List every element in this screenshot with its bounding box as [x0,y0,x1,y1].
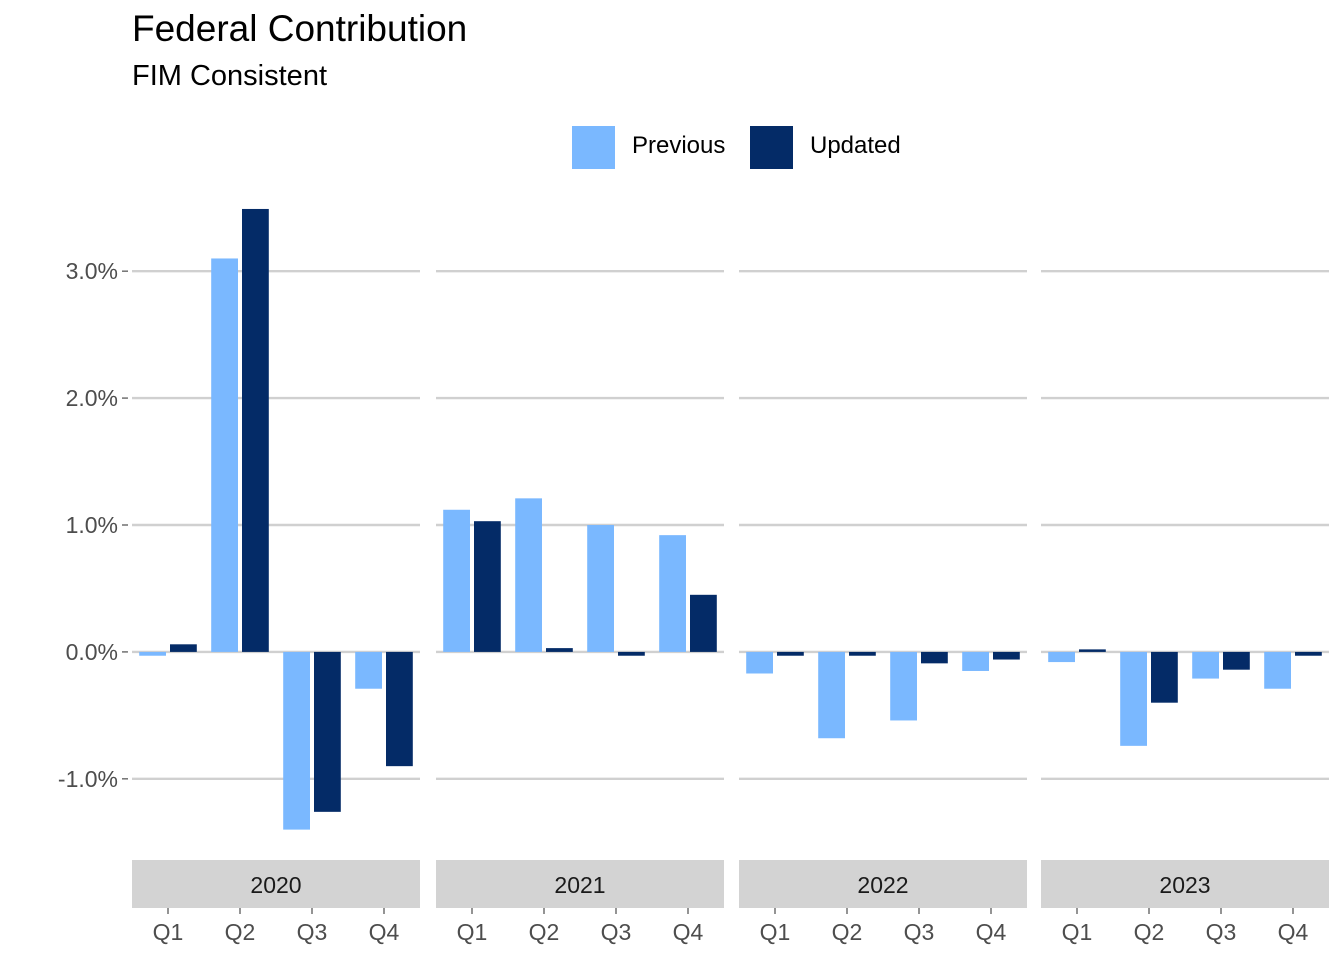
bar-2022-q1-updated [777,651,804,656]
chart-subtitle: FIM Consistent [132,60,327,92]
bar-2023-q1-previous [1048,651,1075,663]
x-tick-label: Q1 [1062,919,1093,945]
legend-key-updated [750,126,793,169]
facet-strip-2022 [739,860,1027,908]
x-tick-label: Q1 [457,919,488,945]
bar-2020-q3-updated [314,651,341,812]
bar-2022-q4-previous [962,651,989,671]
legend-label-updated: Updated [810,132,901,159]
bar-2023-q1-updated [1079,649,1106,652]
bar-2020-q4-updated [386,651,413,767]
x-tick-label: Q4 [1278,919,1309,945]
bar-2021-q3-updated [618,651,645,656]
x-tick-label: Q3 [1206,919,1237,945]
bar-2022-q2-updated [849,651,876,656]
bar-2023-q4-previous [1264,651,1291,689]
legend-label-previous: Previous [632,132,726,159]
bar-2020-q1-previous [139,651,166,656]
bar-2020-q4-previous [355,651,382,689]
bar-2021-q3-previous [587,525,614,652]
y-tick-label: 3.0% [66,258,118,284]
bar-2022-q3-updated [921,651,948,664]
bar-2023-q3-updated [1223,651,1250,670]
x-tick-label: Q2 [225,919,256,945]
y-tick-label: 1.0% [66,512,118,538]
y-tick-label: -1.0% [58,766,118,792]
bar-2023-q4-updated [1295,651,1322,656]
legend-key-previous [572,126,615,169]
bar-2020-q1-updated [170,644,197,652]
x-tick-label: Q4 [673,919,704,945]
facet-strip-label: 2021 [554,872,605,898]
x-tick-label: Q3 [601,919,632,945]
bar-2021-q1-updated [474,521,501,652]
bar-2020-q3-previous [283,651,310,830]
facet-strip-label: 2022 [857,872,908,898]
x-tick-label: Q2 [832,919,863,945]
y-tick-label: 0.0% [66,639,118,665]
chart-title: Federal Contribution [132,8,468,49]
facet-strip-2021 [436,860,724,908]
x-tick-label: Q2 [529,919,560,945]
bar-2023-q3-previous [1192,651,1219,679]
bar-2021-q2-previous [515,498,542,652]
bar-2021-q4-updated [690,594,717,652]
bar-2023-q2-previous [1120,651,1147,746]
facet-strip-2020 [132,860,420,908]
bar-2021-q4-previous [659,535,686,652]
y-tick-label: 2.0% [66,385,118,411]
bar-2022-q1-previous [746,651,773,674]
facet-strip-2023 [1041,860,1329,908]
x-tick-label: Q1 [153,919,184,945]
x-tick-label: Q3 [297,919,328,945]
bar-2022-q4-updated [993,651,1020,660]
bar-2020-q2-previous [211,258,238,652]
x-tick-label: Q2 [1134,919,1165,945]
bar-2021-q1-previous [443,509,470,652]
bar-2020-q2-updated [242,208,269,652]
bar-2022-q2-previous [818,651,845,739]
x-tick-label: Q3 [904,919,935,945]
facet-strip-label: 2020 [250,872,301,898]
x-tick-label: Q1 [760,919,791,945]
bar-2022-q3-previous [890,651,917,721]
bar-2021-q2-updated [546,648,573,652]
x-tick-label: Q4 [369,919,400,945]
facet-strip-label: 2023 [1159,872,1210,898]
x-tick-label: Q4 [976,919,1007,945]
bar-2023-q2-updated [1151,651,1178,703]
